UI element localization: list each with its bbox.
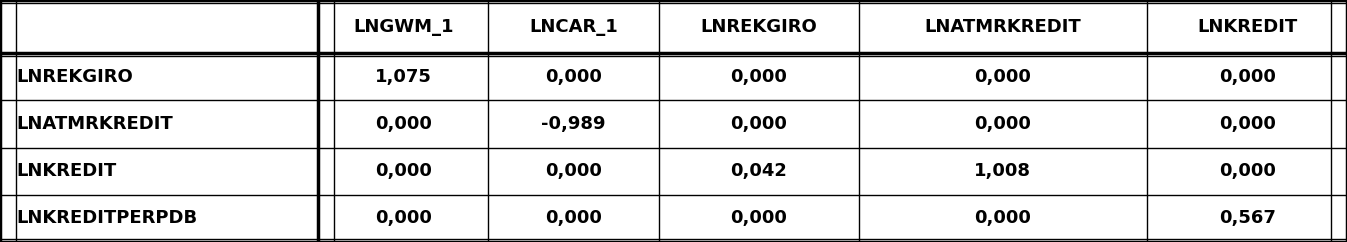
Text: LNKREDIT: LNKREDIT [16, 162, 116, 180]
Text: 0,000: 0,000 [974, 209, 1032, 227]
Text: 0,000: 0,000 [730, 209, 787, 227]
Text: 0,042: 0,042 [730, 162, 787, 180]
Text: 0,000: 0,000 [730, 68, 787, 86]
Text: 0,000: 0,000 [374, 115, 432, 133]
Text: 0,000: 0,000 [1219, 68, 1276, 86]
Text: 0,000: 0,000 [974, 68, 1032, 86]
Text: 0,000: 0,000 [1219, 115, 1276, 133]
Text: 0,000: 0,000 [730, 115, 787, 133]
Text: LNATMRKREDIT: LNATMRKREDIT [924, 18, 1082, 36]
Text: 0,000: 0,000 [374, 209, 432, 227]
Text: 1,075: 1,075 [374, 68, 432, 86]
Text: 0,000: 0,000 [546, 209, 602, 227]
Text: LNREKGIRO: LNREKGIRO [16, 68, 133, 86]
Text: 0,000: 0,000 [546, 68, 602, 86]
Text: LNCAR_1: LNCAR_1 [529, 18, 618, 36]
Text: 1,008: 1,008 [974, 162, 1032, 180]
Text: 0,000: 0,000 [374, 162, 432, 180]
Text: LNKREDIT: LNKREDIT [1197, 18, 1297, 36]
Text: 0,000: 0,000 [974, 115, 1032, 133]
Text: LNGWM_1: LNGWM_1 [353, 18, 454, 36]
Text: LNREKGIRO: LNREKGIRO [700, 18, 818, 36]
Text: 0,567: 0,567 [1219, 209, 1276, 227]
Text: LNATMRKREDIT: LNATMRKREDIT [16, 115, 172, 133]
Text: LNKREDITPERPDB: LNKREDITPERPDB [16, 209, 197, 227]
Text: -0,989: -0,989 [541, 115, 606, 133]
Text: 0,000: 0,000 [546, 162, 602, 180]
Text: 0,000: 0,000 [1219, 162, 1276, 180]
